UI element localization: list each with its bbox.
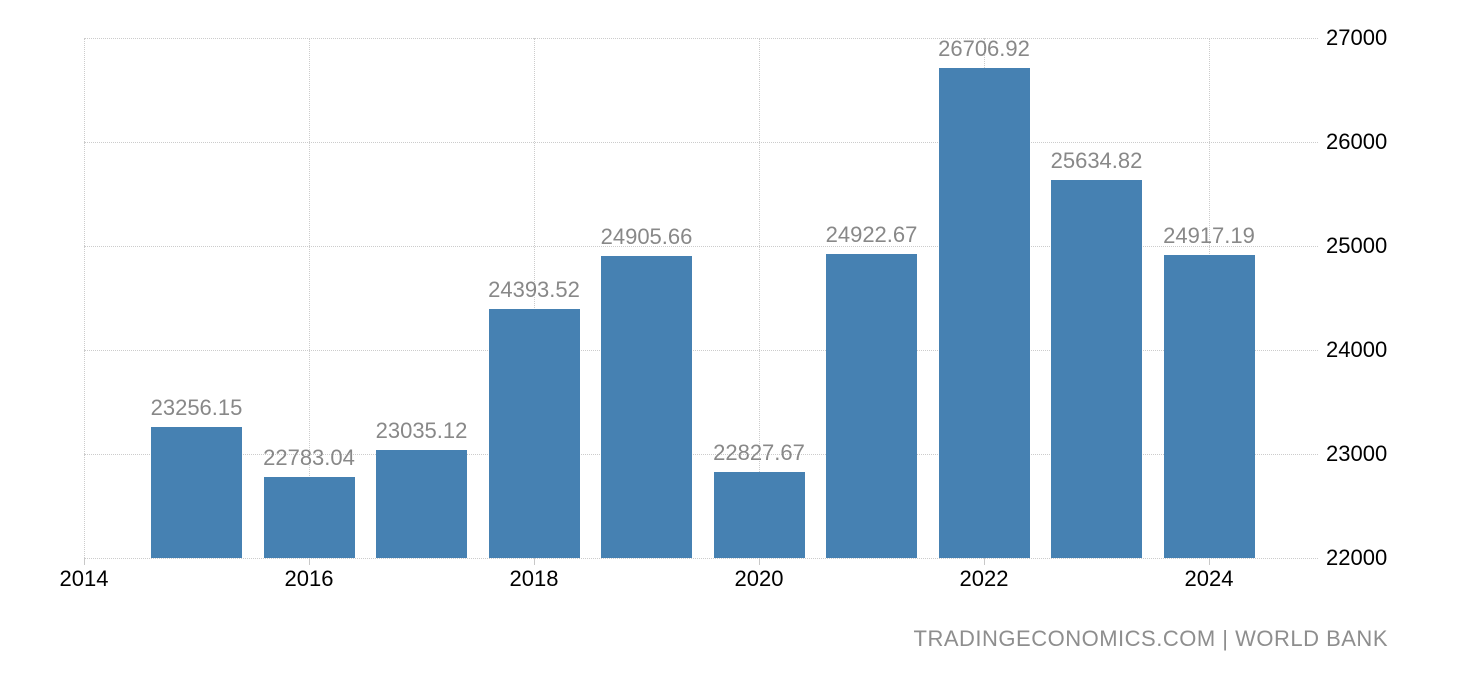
bar-2022[interactable] xyxy=(938,68,1030,558)
vertical-gridline xyxy=(759,38,760,558)
bar-2023[interactable] xyxy=(1051,179,1142,558)
horizontal-gridline xyxy=(84,454,1318,455)
x-axis-tick-mark xyxy=(1209,558,1210,565)
horizontal-gridline xyxy=(84,246,1318,247)
bar-value-label: 23256.15 xyxy=(150,395,243,421)
y-axis-tick-label: 24000 xyxy=(1326,337,1388,362)
x-axis-tick-label: 2016 xyxy=(284,566,334,591)
x-axis-tick-label: 2022 xyxy=(959,566,1009,591)
y-axis-tick-label: 25000 xyxy=(1326,233,1388,258)
bar-value-label: 22783.04 xyxy=(263,444,355,470)
x-axis-tick-mark xyxy=(984,558,985,565)
x-axis-tick-mark xyxy=(534,558,535,565)
attribution-text: TRADINGECONOMICS.COM | WORLD BANK xyxy=(913,626,1388,651)
bar-2024[interactable] xyxy=(1163,254,1255,558)
bar-value-label: 24393.52 xyxy=(488,277,580,303)
bar-value-label: 24922.67 xyxy=(825,222,918,248)
x-axis-tick-label: 2018 xyxy=(509,566,559,591)
x-axis-tick-label: 2024 xyxy=(1184,566,1234,591)
horizontal-gridline xyxy=(84,558,1318,559)
y-axis-tick-label: 27000 xyxy=(1326,25,1388,50)
bar-2020[interactable] xyxy=(713,471,805,558)
x-axis-tick-mark xyxy=(84,558,85,565)
y-axis-tick-label: 23000 xyxy=(1326,441,1388,466)
y-axis-tick-label: 26000 xyxy=(1326,129,1388,154)
vertical-gridline xyxy=(534,38,535,558)
bar-value-label: 25634.82 xyxy=(1050,147,1143,173)
bar-value-label: 24905.66 xyxy=(600,223,693,249)
bar-value-label: 23035.12 xyxy=(375,418,468,444)
vertical-gridline xyxy=(84,38,85,558)
bar-2019[interactable] xyxy=(601,255,692,558)
horizontal-gridline xyxy=(84,350,1318,351)
x-axis-tick-mark xyxy=(759,558,760,565)
x-axis-tick-label: 2020 xyxy=(734,566,784,591)
bar-2016[interactable] xyxy=(263,476,355,558)
bar-value-label: 22827.67 xyxy=(713,439,805,465)
horizontal-gridline xyxy=(84,142,1318,143)
vertical-gridline xyxy=(309,38,310,558)
x-axis-tick-label: 2014 xyxy=(59,566,109,591)
bar-2018[interactable] xyxy=(488,309,580,558)
bar-2021[interactable] xyxy=(826,254,917,558)
y-axis-tick-label: 22000 xyxy=(1326,545,1388,570)
x-axis-tick-mark xyxy=(309,558,310,565)
bar-2017[interactable] xyxy=(376,450,467,558)
bar-value-label: 24917.19 xyxy=(1163,222,1255,248)
bar-value-label: 26706.92 xyxy=(938,36,1030,62)
horizontal-gridline xyxy=(84,38,1318,39)
bar-2015[interactable] xyxy=(151,427,242,558)
